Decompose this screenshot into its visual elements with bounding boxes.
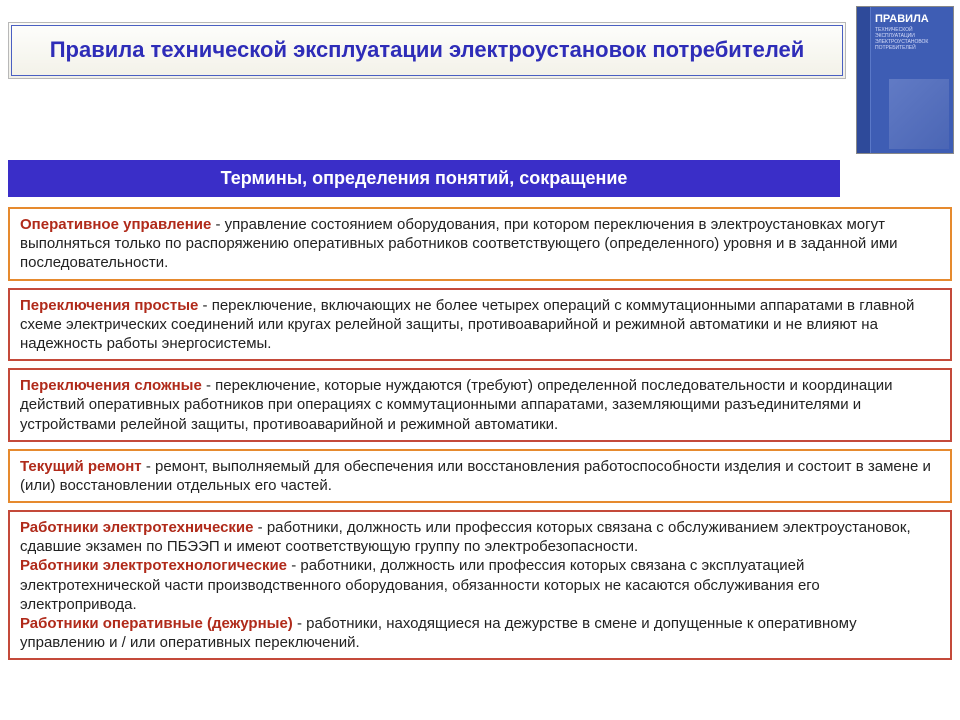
definition-box: Переключения простые - переключение, вкл… xyxy=(8,288,952,362)
definition-term: Работники электротехнические xyxy=(20,519,254,536)
definition-term: Оперативное управление xyxy=(20,216,211,233)
definition-box: Переключения сложные - переключение, кот… xyxy=(8,368,952,442)
definition-box-multi: Работники электротехнические - работники… xyxy=(8,510,952,660)
definitions-list: Оперативное управление - управление сост… xyxy=(0,207,960,660)
book-subtitle: ТЕХНИЧЕСКОЙ ЭКСПЛУАТАЦИИ ЭЛЕКТРОУСТАНОВО… xyxy=(875,27,949,51)
header-block: Правила технической эксплуатации электро… xyxy=(8,22,846,79)
definition-term: Работники оперативные (дежурные) xyxy=(20,615,293,632)
definition-box: Оперативное управление - управление сост… xyxy=(8,207,952,281)
definition-box: Текущий ремонт - ремонт, выполняемый для… xyxy=(8,449,952,503)
definition-text: - ремонт, выполняемый для обеспечения ил… xyxy=(20,458,931,494)
subheader: Термины, определения понятий, сокращение xyxy=(8,160,840,197)
definition-term: Переключения простые xyxy=(20,297,198,314)
book-title: ПРАВИЛА xyxy=(875,13,949,25)
definition-term: Текущий ремонт xyxy=(20,458,142,475)
definition-term: Работники электротехнологические xyxy=(20,557,287,574)
book-cover: ПРАВИЛА ТЕХНИЧЕСКОЙ ЭКСПЛУАТАЦИИ ЭЛЕКТРО… xyxy=(856,6,954,154)
definition-term: Переключения сложные xyxy=(20,377,202,394)
page-title: Правила технической эксплуатации электро… xyxy=(32,36,822,65)
